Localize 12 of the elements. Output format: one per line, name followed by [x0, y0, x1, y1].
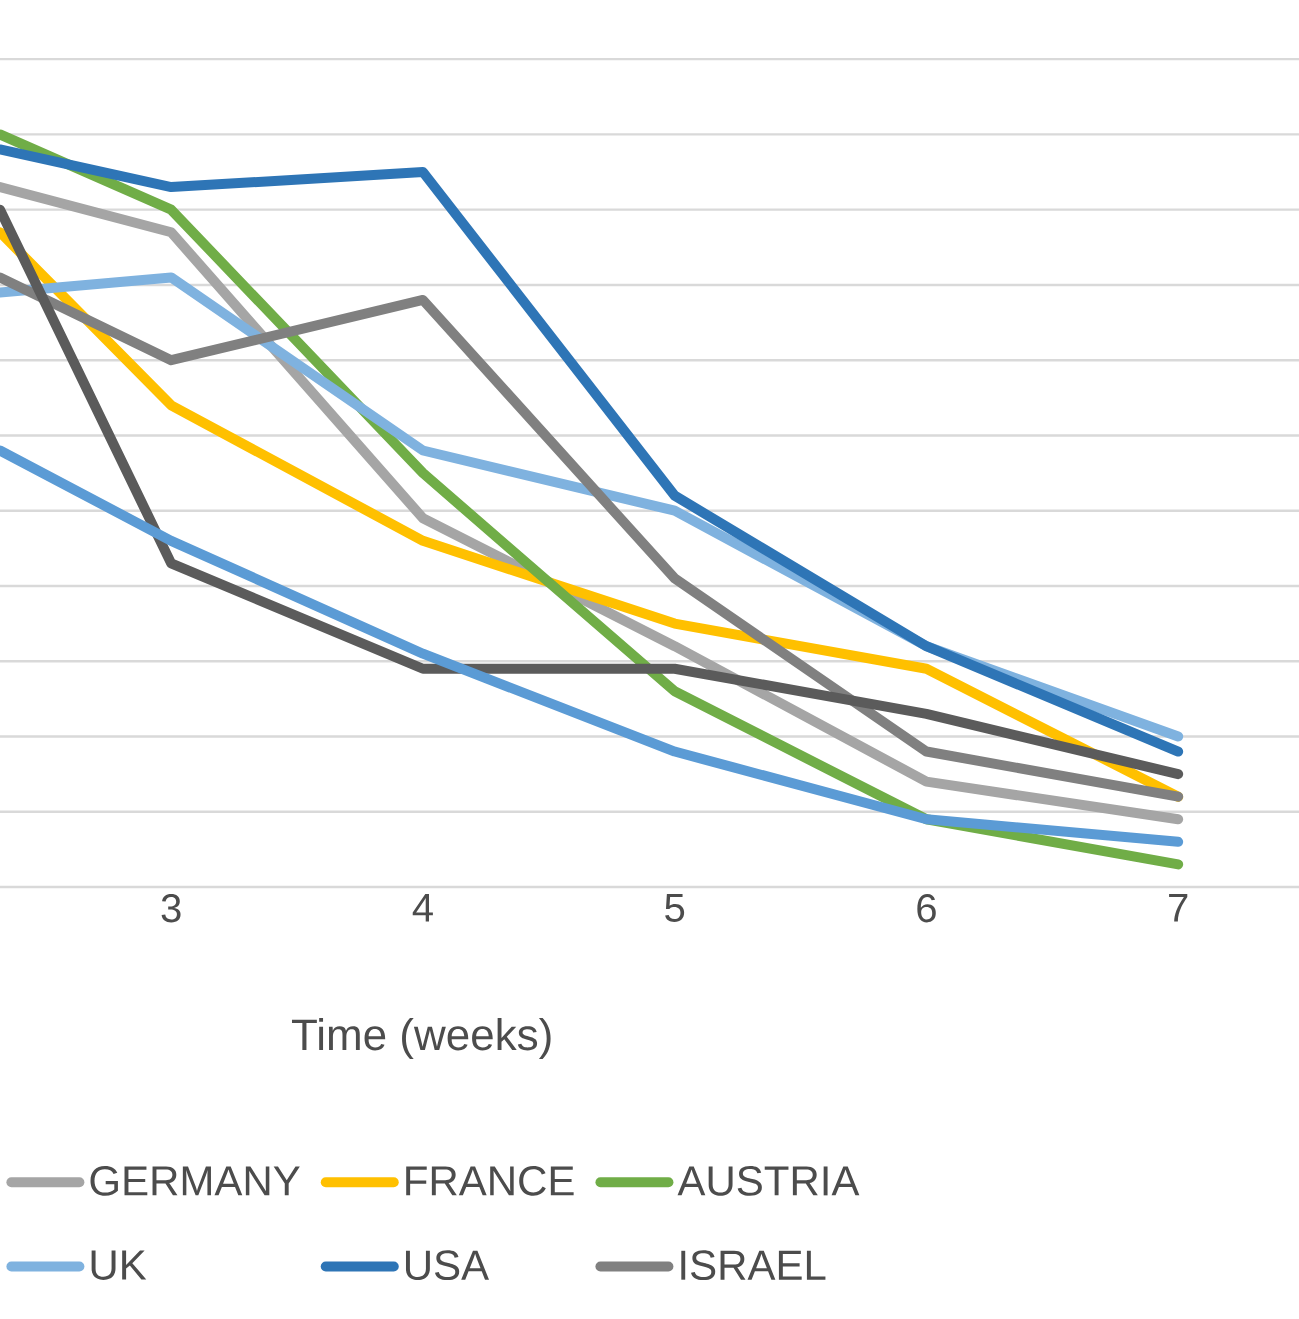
legend-label: FRANCE — [406, 1166, 574, 1196]
legend-label: GERMANY — [90, 1166, 300, 1196]
x-tick-label: 7 — [1169, 894, 1188, 922]
x-axis-title: Time (weeks) — [291, 1018, 551, 1060]
x-tick-label: 3 — [161, 894, 181, 923]
x-tick-label: 4 — [412, 894, 433, 922]
x-tick-label: 6 — [917, 894, 936, 923]
legend-label: ISRAEL — [681, 1250, 826, 1281]
legend-label: USA — [405, 1250, 490, 1281]
x-tick-label: 5 — [665, 894, 685, 922]
legend-label: AUSTRIA — [677, 1166, 860, 1196]
legend-label: UK — [91, 1250, 147, 1280]
